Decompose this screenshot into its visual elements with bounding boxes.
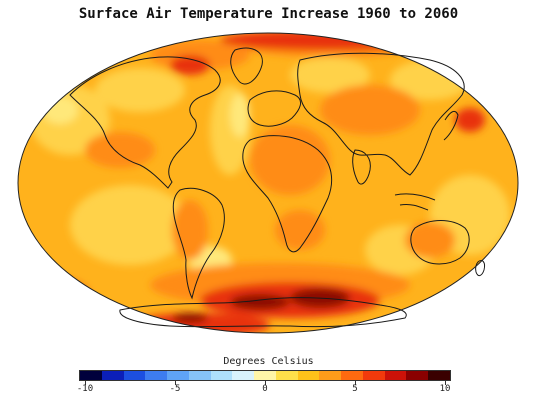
color-scale-swatch	[406, 371, 429, 380]
color-scale-swatch	[275, 371, 298, 380]
coastline-antarctica	[119, 297, 407, 328]
coastline-india	[352, 149, 371, 185]
coastline-north-america	[69, 56, 221, 189]
color-scale-swatch	[362, 371, 385, 380]
coastline-africa	[242, 135, 333, 253]
color-scale-swatch	[145, 371, 168, 380]
color-scale-swatch	[80, 371, 102, 380]
coastline-europe	[247, 90, 302, 127]
color-scale-tick	[445, 381, 446, 385]
color-scale-swatch	[319, 371, 342, 380]
color-scale-swatch	[254, 371, 276, 380]
color-scale-tick-label: 5	[352, 384, 358, 394]
color-scale-tick-label: 0	[262, 384, 268, 394]
color-scale-swatch	[123, 371, 146, 380]
color-scale-tick	[175, 381, 176, 385]
color-scale-swatch	[232, 371, 255, 380]
color-scale-swatch	[188, 371, 211, 380]
color-scale-tick-label: -10	[76, 384, 94, 394]
coastline-australia	[410, 220, 470, 265]
color-scale-swatch	[297, 371, 320, 380]
color-scale-swatch	[341, 371, 363, 380]
color-scale-swatch	[167, 371, 189, 380]
color-scale-tick-label: 10	[439, 384, 451, 394]
color-scale-swatch	[384, 371, 407, 380]
coastline-south-america	[172, 187, 225, 300]
color-scale-tick-label: -5	[169, 384, 181, 394]
coastline-japan	[443, 110, 459, 141]
coastline-indonesia	[394, 193, 436, 211]
coastline-greenland	[230, 47, 263, 85]
coastline-asia	[297, 52, 465, 176]
legend-title: Degrees Celsius	[223, 356, 314, 367]
color-scale-swatch	[428, 371, 451, 380]
color-scale-tick	[265, 381, 266, 385]
color-scale-swatch	[101, 371, 124, 380]
color-scale-swatch	[210, 371, 233, 380]
coastlines	[69, 47, 485, 328]
color-scale-tick	[85, 381, 86, 385]
color-scale-tick	[355, 381, 356, 385]
globe-outline	[17, 32, 519, 334]
color-scale-bar	[79, 370, 451, 381]
map-title: Surface Air Temperature Increase 1960 to…	[78, 6, 459, 22]
